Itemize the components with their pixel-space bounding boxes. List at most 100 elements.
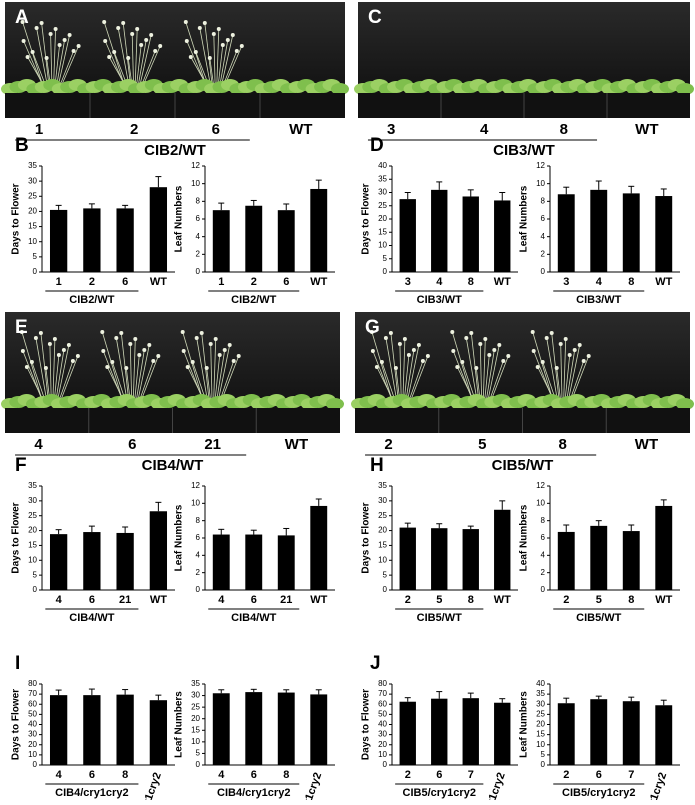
bar — [49, 695, 68, 765]
bar — [149, 700, 168, 765]
y-tick-label: 12 — [191, 161, 200, 170]
plant-stem — [489, 355, 509, 404]
plant-stem — [58, 50, 74, 89]
y-tick-label: 10 — [28, 750, 37, 759]
x-tick-label: 7 — [468, 769, 474, 781]
y-tick-label: 2 — [541, 568, 546, 577]
y-tick-label: 60 — [28, 699, 37, 708]
x-tick-label: 1 — [218, 276, 224, 288]
y-axis-label: Leaf Numbers — [519, 185, 530, 252]
plant-stem — [409, 355, 429, 404]
flower — [581, 359, 586, 363]
y-tick-label: 10 — [536, 179, 545, 188]
flower — [121, 21, 126, 25]
plant-stem — [556, 367, 562, 404]
flower — [370, 349, 375, 353]
y-tick-label: 20 — [536, 720, 545, 729]
x-tick-label: cry1cry2 — [643, 771, 670, 800]
y-tick-label: 30 — [28, 496, 37, 505]
flower — [216, 27, 221, 31]
y-tick-label: 35 — [378, 174, 387, 183]
bar — [49, 209, 68, 272]
flower — [183, 20, 188, 24]
y-tick-label: 50 — [28, 709, 37, 718]
flower — [406, 353, 411, 357]
leaf — [331, 83, 349, 95]
flower — [383, 336, 388, 340]
y-tick-label: 35 — [536, 689, 545, 698]
flower — [76, 44, 81, 48]
plant-stem — [22, 21, 44, 89]
y-axis-label: Days to Flower — [11, 689, 22, 760]
y-tick-label: 40 — [536, 679, 545, 688]
y-tick-label: 6 — [541, 214, 546, 223]
y-tick-label: 70 — [378, 689, 387, 698]
y-tick-label: 10 — [536, 740, 545, 749]
y-tick-label: 5 — [383, 254, 388, 263]
y-tick-label: 25 — [378, 201, 387, 210]
bar — [277, 535, 295, 590]
bar — [431, 698, 448, 765]
flower — [67, 33, 72, 37]
plant-stem — [129, 343, 133, 404]
flower — [230, 33, 235, 37]
bar — [310, 505, 328, 590]
plant-stem — [220, 34, 234, 89]
plant-stem — [546, 337, 559, 404]
flower — [180, 330, 185, 334]
flower — [474, 366, 479, 370]
plant-stem — [372, 350, 394, 404]
x-tick-label: 21 — [280, 594, 292, 606]
y-tick-label: 5 — [541, 750, 546, 759]
bar — [590, 189, 608, 272]
x-tick-label: 2 — [405, 769, 411, 781]
x-tick-label: WT — [150, 594, 167, 606]
y-tick-label: 25 — [28, 511, 37, 520]
y-tick-label: 20 — [28, 740, 37, 749]
group-label: CIB2/WT — [231, 294, 277, 306]
panel-letter: D — [370, 135, 384, 156]
x-tick-label: 8 — [628, 276, 634, 288]
flower — [469, 331, 474, 335]
flower — [411, 348, 416, 352]
y-tick-label: 8 — [196, 196, 201, 205]
y-tick-label: 30 — [378, 496, 387, 505]
x-tick-label: 1 — [56, 276, 62, 288]
photo-label: 6 — [212, 121, 220, 138]
flower — [119, 331, 124, 335]
flower — [128, 342, 133, 346]
y-tick-label: 15 — [191, 725, 200, 734]
plant-stem — [488, 360, 504, 404]
y-tick-label: 25 — [28, 191, 37, 200]
flower — [506, 354, 511, 358]
plant-stem — [451, 331, 474, 404]
plant-stem — [55, 349, 65, 404]
flower — [374, 365, 379, 369]
plant-stem — [139, 355, 159, 404]
y-tick-label: 8 — [196, 516, 201, 525]
plant-stem — [35, 337, 48, 404]
y-axis-label: Leaf Numbers — [174, 691, 185, 758]
y-tick-label: 5 — [383, 570, 388, 579]
y-tick-label: 0 — [541, 585, 546, 594]
flower — [25, 55, 30, 59]
photo-label: 1 — [35, 121, 43, 138]
flower — [124, 366, 129, 370]
plant-stem — [135, 44, 142, 89]
y-tick-label: 12 — [536, 161, 545, 170]
bar — [590, 525, 608, 590]
flower — [402, 337, 407, 341]
flower — [530, 330, 535, 334]
group-label: CIB3/WT — [417, 294, 463, 306]
flower — [217, 353, 222, 357]
x-tick-label: WT — [494, 594, 511, 606]
group-label: CIB3/WT — [576, 294, 622, 306]
flower — [29, 360, 34, 364]
y-tick-label: 30 — [378, 730, 387, 739]
y-tick-label: 6 — [541, 533, 546, 542]
plant-stem — [215, 349, 226, 404]
bar — [462, 529, 479, 590]
y-tick-label: 12 — [536, 481, 545, 490]
flower — [577, 343, 582, 347]
y-tick-label: 30 — [536, 699, 545, 708]
